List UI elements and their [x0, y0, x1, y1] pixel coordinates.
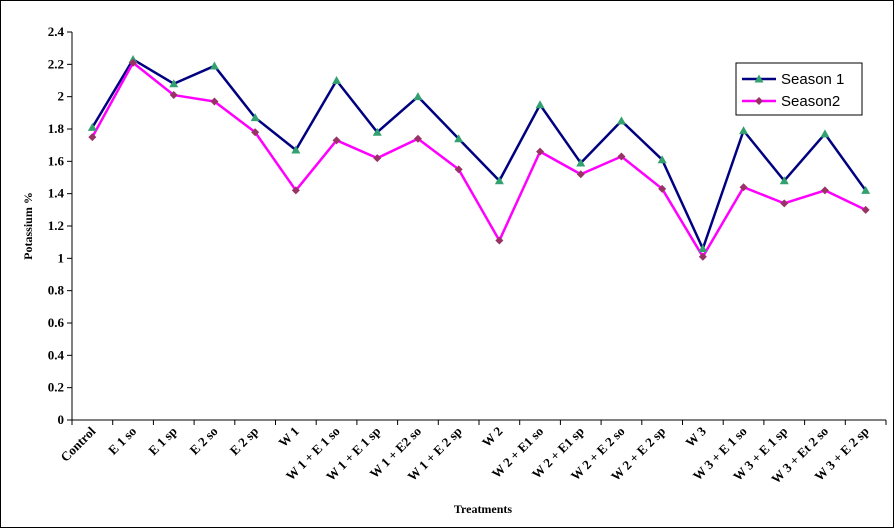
y-tick-label: 1.6: [48, 153, 65, 168]
series-2-point: [210, 97, 219, 106]
x-tick-label: Control: [57, 423, 98, 464]
series-1-point: [372, 127, 382, 136]
series-1-point: [169, 79, 179, 88]
x-tick-label: E 1 so: [105, 424, 139, 458]
series-2-point: [820, 186, 829, 195]
y-tick-label: 0: [58, 412, 65, 427]
y-tick-label: 1.8: [48, 121, 65, 136]
series-2-point: [780, 199, 789, 208]
series-1-point: [413, 92, 423, 101]
y-tick-label: 1.4: [48, 186, 65, 201]
series-1-point: [332, 76, 342, 84]
series-2-point: [332, 136, 341, 145]
y-tick-label: 0.6: [48, 315, 65, 330]
series-2-point: [129, 58, 138, 67]
y-tick-label: 2.4: [48, 24, 65, 39]
series-2-point: [373, 154, 382, 163]
series-1-point: [494, 176, 504, 185]
x-axis-title: Treatments: [454, 502, 513, 516]
x-tick-label: E 2 sp: [227, 424, 262, 459]
series-markers: [87, 54, 871, 261]
series-1-point: [576, 158, 586, 167]
y-axis-title: Potassium %: [21, 192, 35, 260]
series-2-point: [88, 133, 97, 142]
series-1-point: [739, 126, 749, 135]
series-1-point: [87, 122, 97, 131]
series-1-point: [250, 113, 260, 122]
legend-marker-1: [754, 74, 764, 83]
series-line-2: [91, 61, 867, 258]
x-ticks: Control E 1 so E 1 sp E 2 so E 2 sp W 1W 1 + …: [57, 420, 887, 486]
series-2-point: [536, 147, 545, 156]
series-2-point: [454, 165, 463, 174]
series-2-point: [658, 184, 667, 193]
x-tick-label: W 2: [479, 424, 506, 451]
series-2-point: [698, 252, 707, 261]
legend: Season 1 Season2: [735, 62, 863, 116]
y-tick-label: 2: [58, 89, 65, 104]
series-2-point: [413, 134, 422, 143]
series-1-point: [454, 134, 464, 143]
series-1-point: [535, 100, 545, 109]
series-1-point: [616, 116, 626, 125]
series-2-point: [576, 170, 585, 179]
y-tick-label: 0.8: [48, 283, 65, 298]
series-2-point: [739, 183, 748, 192]
series-1-point: [698, 244, 708, 253]
series-1-point: [779, 176, 789, 185]
legend-label-1: Season 1: [781, 71, 844, 88]
x-tick-label: W 3: [682, 423, 709, 450]
y-tick-label: 1.2: [48, 218, 64, 233]
y-ticks: 0 0.2 0.4 0.6 0.8 1 1.2 1.4 1.6 1.8 2 2.2 2.4: [48, 24, 72, 427]
series-1-point: [209, 61, 219, 70]
series-2-point: [861, 205, 870, 214]
series-2-point: [291, 186, 300, 195]
series-2-point: [495, 236, 504, 245]
x-tick-label: W 1: [275, 424, 302, 451]
y-tick-label: 0.2: [48, 380, 64, 395]
series-2-point: [169, 91, 178, 100]
y-tick-label: 0.4: [48, 347, 65, 362]
series-1-point: [657, 155, 667, 164]
x-tick-label: E 1 sp: [145, 424, 180, 459]
series-line-1: [91, 58, 867, 250]
y-tick-label: 1: [58, 250, 65, 265]
series-2-point: [617, 152, 626, 161]
legend-box: [735, 62, 863, 116]
y-tick-label: 2.2: [48, 56, 64, 71]
x-tick-label: E 2 so: [186, 424, 220, 458]
series-lines: [91, 58, 867, 258]
series-1-point: [820, 129, 830, 138]
series-1-point: [861, 185, 871, 194]
series-2-point: [251, 128, 260, 137]
series-1-point: [291, 145, 301, 154]
legend-marker-2: [755, 97, 763, 105]
legend-label-2: Season2: [781, 93, 840, 110]
